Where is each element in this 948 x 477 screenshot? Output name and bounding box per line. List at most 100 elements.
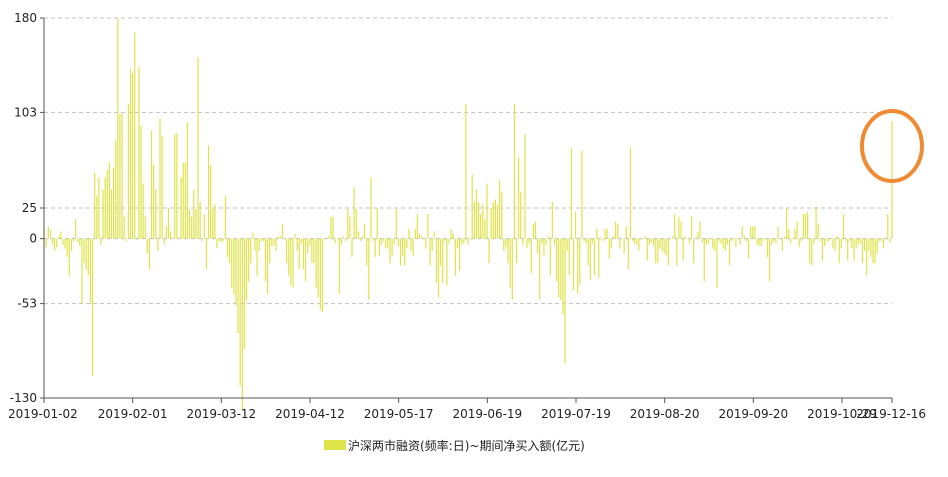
x-tick-label: 2019-09-20 (718, 407, 788, 421)
bar (395, 209, 397, 239)
x-tick-label: 2019-10-29 (807, 407, 877, 421)
bar (277, 236, 279, 239)
bar (482, 204, 484, 239)
bar (125, 238, 127, 242)
bar (222, 238, 224, 242)
bar (51, 238, 54, 245)
bar (410, 238, 412, 251)
bar (532, 223, 534, 239)
y-tick-label: 103 (14, 105, 37, 119)
bar (83, 238, 85, 264)
bar (256, 238, 258, 276)
bar (598, 238, 600, 278)
bar (298, 238, 300, 270)
bar (357, 231, 359, 239)
bar (501, 192, 503, 239)
bar (783, 236, 786, 239)
bar (874, 238, 876, 264)
bar (830, 238, 832, 240)
bar (254, 238, 256, 251)
bar (834, 238, 836, 251)
bar (302, 238, 305, 270)
bar (243, 238, 245, 349)
bar (294, 233, 296, 239)
bar (672, 236, 674, 239)
x-tick-label: 2019-02-01 (98, 407, 168, 421)
bar (220, 238, 222, 243)
bar (682, 238, 684, 261)
bar (368, 238, 370, 300)
bar (264, 238, 267, 282)
bar (216, 238, 218, 249)
bar (712, 238, 714, 249)
bar (724, 238, 726, 251)
bar (349, 216, 351, 239)
bar (231, 238, 233, 288)
bar (859, 238, 861, 244)
bar (528, 238, 530, 244)
bar (380, 238, 383, 245)
bar (627, 238, 629, 270)
bar (205, 238, 208, 270)
bar (229, 238, 231, 264)
bar (733, 238, 735, 240)
bar (686, 238, 688, 240)
bar-series (43, 18, 893, 411)
bar (104, 177, 106, 239)
bar (385, 238, 387, 249)
bar (579, 238, 581, 286)
bar (210, 165, 212, 239)
bar (779, 238, 781, 240)
bar (562, 238, 564, 315)
bar (454, 238, 456, 276)
bar (653, 238, 655, 246)
bar (861, 238, 864, 264)
bar (530, 238, 532, 273)
bar (819, 238, 821, 242)
bar (456, 238, 459, 249)
bar (596, 228, 598, 239)
bar (629, 147, 632, 239)
bar (849, 238, 851, 242)
bar (262, 238, 264, 242)
bar (667, 238, 669, 266)
bar (437, 238, 440, 298)
bar (193, 189, 195, 239)
bar (433, 231, 435, 239)
bar (496, 204, 499, 239)
bar (404, 238, 406, 266)
bar (581, 150, 583, 239)
bar (165, 226, 167, 239)
bar (792, 238, 794, 240)
bar (330, 216, 332, 239)
bar (807, 211, 809, 239)
bar (416, 214, 418, 239)
bar (402, 238, 404, 256)
bar (389, 238, 391, 264)
bar (640, 238, 642, 240)
bar (534, 221, 537, 239)
bar (678, 216, 680, 239)
bar (285, 238, 288, 264)
bar (203, 214, 205, 239)
bar (556, 238, 558, 282)
bar (399, 238, 402, 266)
bar (817, 223, 819, 239)
bar (79, 238, 81, 246)
bar (650, 238, 653, 243)
bar (408, 228, 410, 239)
bar (163, 238, 165, 245)
bar (813, 238, 815, 244)
bar (513, 103, 516, 239)
bar (100, 238, 102, 245)
y-tick-label: -53 (17, 297, 37, 311)
bar (872, 238, 874, 264)
bar (423, 238, 425, 240)
bar (714, 238, 716, 251)
bar (345, 238, 347, 242)
bar (731, 238, 733, 242)
bar (583, 238, 585, 242)
legend-label: 沪深两市融资(频率:日)~期间净买入额(亿元) (348, 438, 585, 453)
